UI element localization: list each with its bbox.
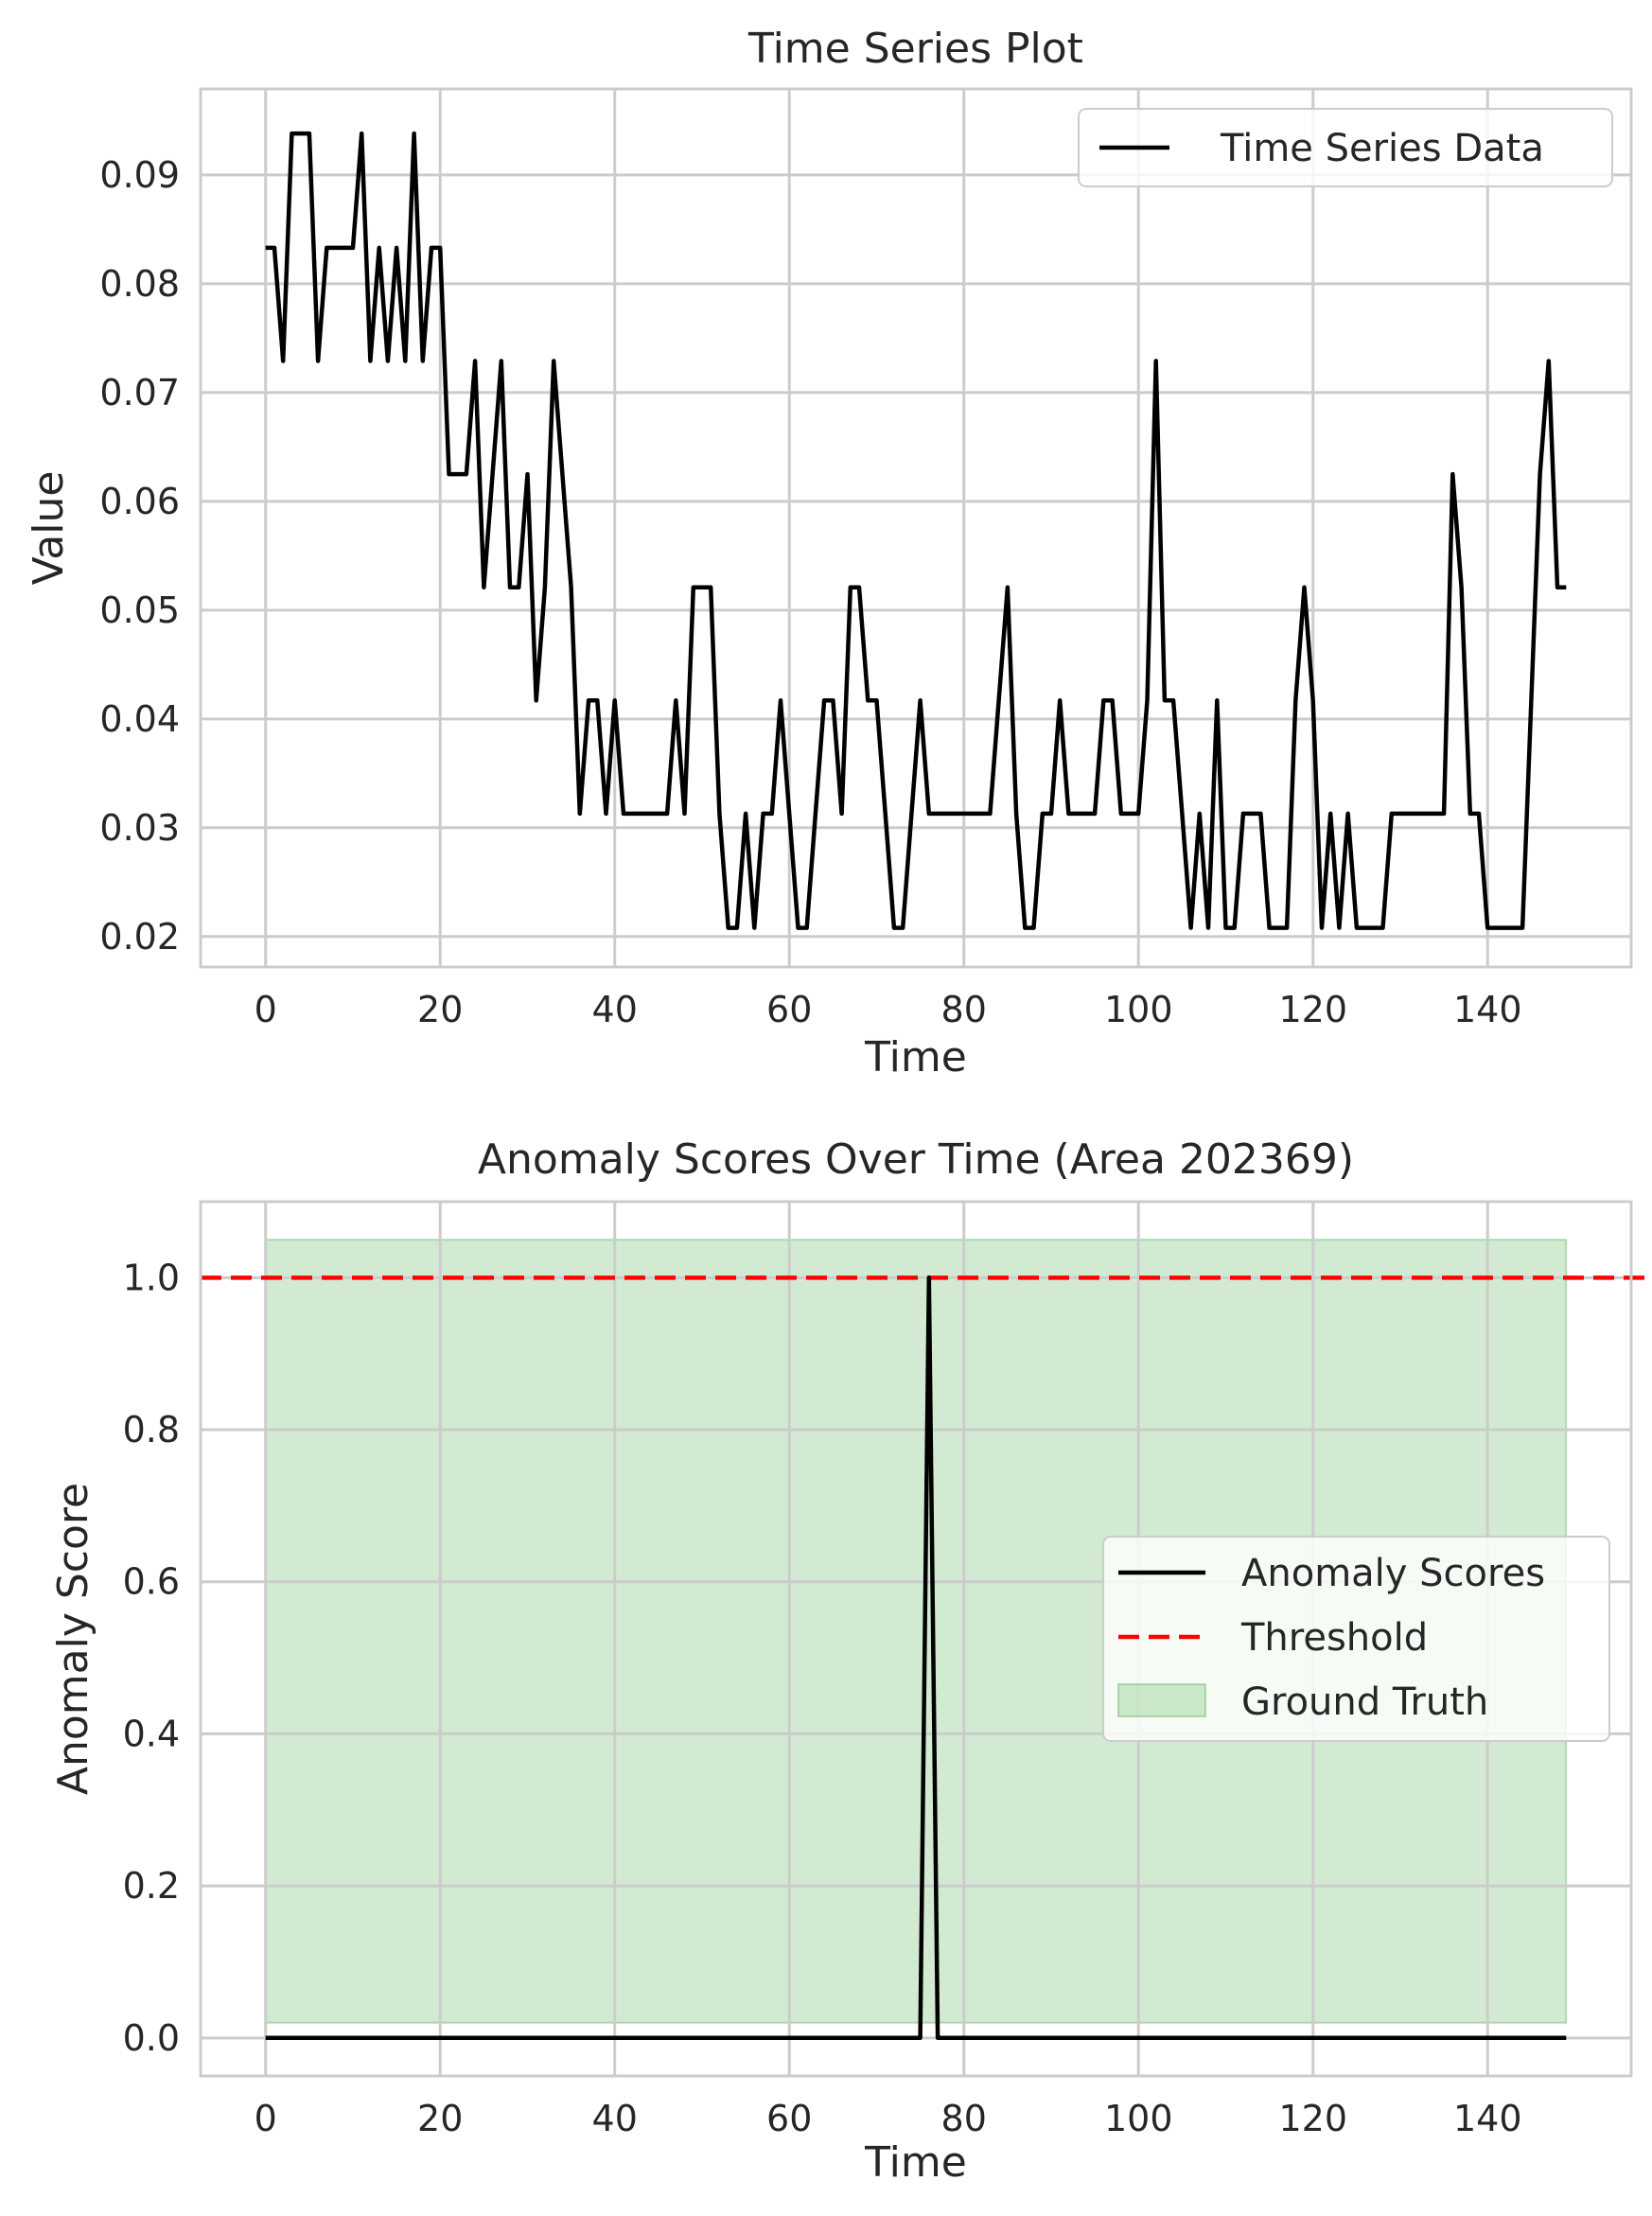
y-tick-label: 0.0: [123, 2017, 180, 2059]
y-tick-label: 0.07: [99, 372, 180, 413]
legend: Time Series Data: [1078, 108, 1613, 187]
plot-frame: [199, 87, 1633, 969]
x-tick-label: 120: [1278, 2098, 1347, 2139]
x-axis-label: Time: [864, 2138, 967, 2187]
x-tick-label: 60: [766, 2098, 812, 2139]
x-tick-label: 100: [1104, 989, 1173, 1030]
y-tick-label: 0.03: [99, 807, 180, 849]
grid: [201, 89, 1631, 967]
x-tick-label: 140: [1453, 989, 1522, 1030]
legend-box: [1102, 1536, 1610, 1742]
legend-label-anomaly-scores: Anomaly Scores: [1241, 1552, 1545, 1595]
x-tick-label: 40: [592, 989, 638, 1030]
x-tick-label: 100: [1104, 2098, 1173, 2139]
x-tick-label: 60: [766, 989, 812, 1030]
y-tick-label: 0.4: [123, 1713, 180, 1754]
x-tick-label: 20: [417, 2098, 463, 2139]
anomaly-score-chart: 0 20 40 60 80 100 120 140 0.0 0.2 0.4 0.6 0.8 1.0 Ano…: [49, 1135, 1652, 2187]
y-axis-label: Value: [25, 471, 73, 586]
series-line: [265, 1275, 1567, 2041]
x-tick-label: 20: [417, 989, 463, 1030]
y-tick-label: 0.06: [99, 481, 180, 522]
y-tick-label: 0.08: [99, 263, 180, 305]
legend-box: [1078, 108, 1613, 187]
chart-title: Time Series Plot: [747, 25, 1083, 73]
y-tick-label: 0.8: [123, 1409, 180, 1451]
y-axis-label: Anomaly Score: [49, 1483, 97, 1795]
x-tick-label: 80: [941, 2098, 987, 2139]
y-tick-label: 0.05: [99, 589, 180, 631]
x-tick-label: 120: [1278, 989, 1347, 1030]
series-marks: [265, 1275, 1567, 2041]
y-tick-label: 0.2: [123, 1865, 180, 1907]
y-tick-label: 0.09: [99, 154, 180, 196]
y-tick-label: 0.02: [99, 916, 180, 958]
x-tick-label: 0: [255, 2098, 277, 2139]
time-series-chart: 0 20 40 60 80 100 120 140 0.02 0.03 0.04 0.05 0.06 0.…: [25, 25, 1633, 1082]
chart-title: Anomaly Scores Over Time (Area 202369): [478, 1135, 1354, 1184]
plot-area: [201, 89, 1631, 967]
y-tick-label: 1.0: [123, 1257, 180, 1298]
x-tick-label: 40: [592, 2098, 638, 2139]
legend-swatch-ground-truth: [1117, 1683, 1206, 1717]
x-tick-label: 0: [255, 989, 277, 1030]
x-tick-label: 80: [941, 989, 987, 1030]
legend: Anomaly Scores Threshold Ground Truth: [1102, 1536, 1610, 1742]
tick-labels: 0 20 40 60 80 100 120 140 0.0 0.2 0.4 0.6 0.8 1.0: [123, 1257, 1522, 2139]
series-marks: [265, 131, 1567, 930]
legend-label-ground-truth: Ground Truth: [1241, 1680, 1488, 1724]
y-tick-label: 0.6: [123, 1561, 180, 1603]
legend-label-threshold: Threshold: [1240, 1616, 1428, 1660]
tick-labels: 0 20 40 60 80 100 120 140 0.02 0.03 0.04 0.05 0.06 0.…: [99, 154, 1521, 1030]
plot-frame: [199, 1200, 1633, 2078]
x-axis-label: Time: [864, 1033, 967, 1082]
series-line: [265, 131, 1567, 930]
x-tick-label: 140: [1453, 2098, 1522, 2139]
y-tick-label: 0.04: [99, 698, 180, 740]
legend-label-time-series: Time Series Data: [1220, 127, 1544, 170]
